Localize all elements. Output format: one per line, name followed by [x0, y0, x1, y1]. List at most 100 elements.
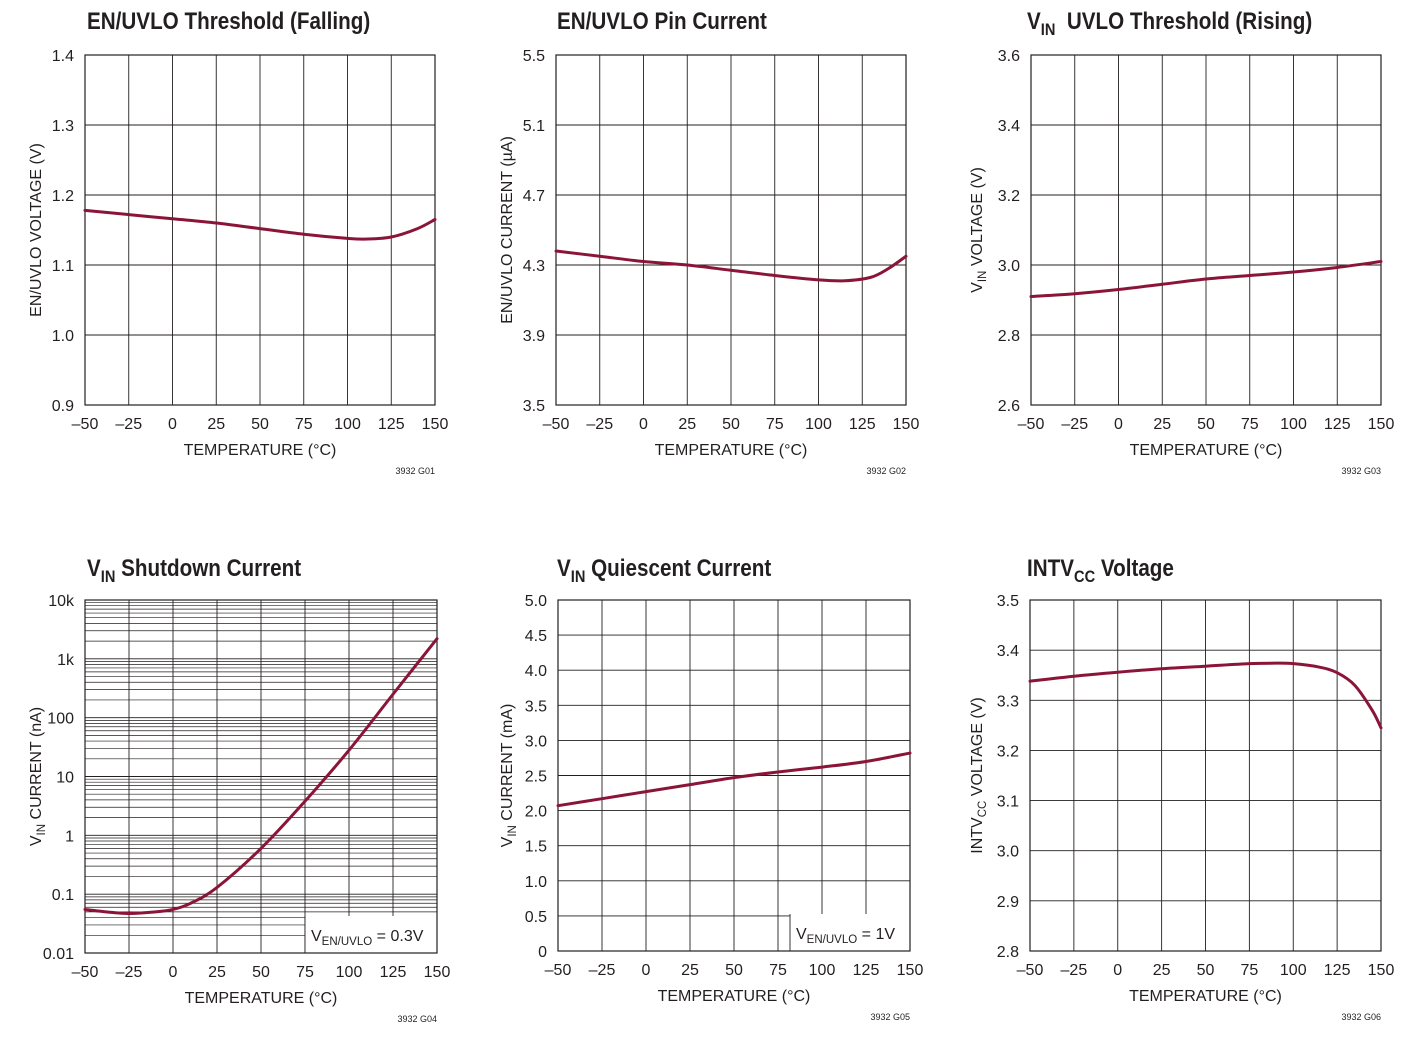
- grid: [555, 54, 907, 406]
- y-tick-label: 2.0: [525, 804, 547, 821]
- y-tick-label: 2.9: [997, 894, 1019, 911]
- line-chart: VEN/UVLO = 0.3V 0.01 0.1 1 10 100 1k 10k –50 –25 0…: [28, 593, 451, 1024]
- y-tick-label: 1.2: [52, 188, 74, 205]
- chart-panel-intvcc-voltage: INTVCC Voltage 2.8 2.9 3.0 3.1 3.2 3.3 3.4 3.5 –…: [940, 547, 1410, 1056]
- x-tick-label: 125: [853, 962, 880, 979]
- x-tick-label: –25: [589, 962, 616, 979]
- x-tick-label: 0: [639, 416, 648, 433]
- x-tick-label: 25: [681, 962, 699, 979]
- annotation-label: VEN/UVLO = 0.3V: [311, 928, 424, 948]
- x-tick-label: 100: [1280, 416, 1307, 433]
- x-axis-label: TEMPERATURE (°C): [1130, 442, 1283, 459]
- y-tick-label: 2.5: [525, 769, 547, 786]
- x-tick-label: 25: [208, 964, 226, 981]
- chart-panel-vin-shutdown-current: VIN Shutdown Current VEN/UVLO = 0.3V 0.01…: [0, 547, 470, 1056]
- x-tick-label: 150: [424, 964, 451, 981]
- x-tick-label: –50: [1018, 416, 1045, 433]
- y-tick-label: 1.1: [52, 258, 74, 275]
- y-tick-label: 10k: [48, 593, 75, 610]
- chart-title: VIN Shutdown Current: [87, 555, 302, 586]
- chart-title: INTVCC Voltage: [1027, 555, 1174, 586]
- x-tick-label: 125: [378, 416, 405, 433]
- x-axis-label: TEMPERATURE (°C): [658, 988, 811, 1005]
- figure-code: 3932 G01: [395, 466, 435, 476]
- x-tick-label: –50: [1017, 962, 1044, 979]
- x-axis-label: TEMPERATURE (°C): [1129, 988, 1282, 1005]
- series-line: [1028, 661, 1383, 730]
- x-axis-label: TEMPERATURE (°C): [184, 442, 337, 459]
- plot-frame: [555, 54, 907, 406]
- x-tick-label: 125: [1324, 962, 1351, 979]
- annotation-box: [305, 916, 437, 953]
- series-line: [556, 751, 912, 808]
- chart-panel-en-uvlo-threshold-falling: EN/UVLO Threshold (Falling) 0.9 1.0 1.1 1.2…: [0, 0, 470, 509]
- y-tick-label: 5.1: [523, 118, 545, 135]
- y-tick-label: 4.5: [525, 628, 547, 645]
- x-tick-label: –25: [586, 416, 613, 433]
- y-tick-label: 4.7: [523, 188, 545, 205]
- chart-panel-vin-quiescent-current: VIN Quiescent Current VEN/UVLO = 1V 0 0.5 1…: [470, 547, 940, 1056]
- x-tick-label: 75: [769, 962, 787, 979]
- x-tick-label: –50: [545, 962, 572, 979]
- y-axis-label: INTVCC VOLTAGE (V): [969, 697, 989, 854]
- y-tick-label: 3.5: [525, 698, 547, 715]
- y-tick-label: 4.0: [525, 663, 547, 680]
- y-tick-label: 5.5: [523, 48, 545, 65]
- y-tick-label: 3.1: [997, 794, 1019, 811]
- series-line: [83, 208, 437, 241]
- grid: [557, 599, 911, 952]
- x-tick-label: 0: [1113, 962, 1122, 979]
- x-tick-label: 125: [1324, 416, 1351, 433]
- figure-code: 3932 G05: [870, 1012, 910, 1022]
- x-tick-label: 75: [1241, 416, 1259, 433]
- x-tick-label: 75: [1240, 962, 1258, 979]
- y-tick-label: 1.3: [52, 118, 74, 135]
- x-tick-label: 50: [725, 962, 743, 979]
- y-tick-label: 0.01: [43, 946, 74, 963]
- x-tick-label: 50: [1197, 962, 1215, 979]
- y-tick-label: 3.3: [997, 693, 1019, 710]
- y-tick-label: 3.0: [525, 733, 547, 750]
- y-tick-label: 4.3: [523, 258, 545, 275]
- figure-code: 3932 G02: [866, 466, 906, 476]
- x-tick-label: 0: [169, 964, 178, 981]
- figure-code: 3932 G04: [397, 1014, 437, 1024]
- x-axis-label: TEMPERATURE (°C): [185, 990, 338, 1007]
- line-chart: 0.9 1.0 1.1 1.2 1.3 1.4 –50 –25 0 25 50 75 100 125 150…: [28, 48, 448, 476]
- plot-frame: [84, 54, 436, 406]
- x-tick-label: 50: [1197, 416, 1215, 433]
- x-tick-label: 100: [334, 416, 361, 433]
- y-tick-label: 1.0: [52, 328, 74, 345]
- y-tick-label: 3.4: [997, 643, 1019, 660]
- chart-title: EN/UVLO Threshold (Falling): [87, 8, 371, 35]
- y-tick-label: 1.4: [52, 48, 74, 65]
- plot-frame: [1030, 54, 1382, 406]
- x-tick-label: –50: [543, 416, 570, 433]
- x-tick-label: –50: [72, 416, 99, 433]
- y-tick-label: 5.0: [525, 593, 547, 610]
- x-tick-label: 0: [1114, 416, 1123, 433]
- y-axis-label: VIN VOLTAGE (V): [969, 167, 989, 293]
- chart-panel-vin-uvlo-threshold-rising: VIN UVLO Threshold (Rising) 2.6 2.8 3.0 3.2…: [940, 0, 1410, 509]
- chart-panel-en-uvlo-pin-current: EN/UVLO Pin Current 3.5 3.9 4.3 4.7 5.1 5.5 –5…: [470, 0, 940, 509]
- x-tick-label: 100: [336, 964, 363, 981]
- plot-frame: [84, 599, 438, 954]
- series-line: [83, 637, 439, 915]
- series-line: [1029, 260, 1383, 298]
- annotation-label: VEN/UVLO = 1V: [796, 926, 895, 946]
- y-tick-label: 1k: [57, 652, 75, 669]
- y-tick-label: 2.8: [997, 944, 1019, 961]
- x-tick-label: 75: [296, 964, 314, 981]
- grid: [1029, 599, 1382, 952]
- x-tick-label: 150: [893, 416, 920, 433]
- line-chart: 3.5 3.9 4.3 4.7 5.1 5.5 –50 –25 0 25 50 75 100 125 150…: [499, 48, 920, 476]
- chart-title: VIN Quiescent Current: [557, 555, 772, 586]
- y-tick-label: 2.8: [998, 328, 1020, 345]
- y-tick-label: 3.0: [998, 258, 1020, 275]
- y-tick-label: 0.1: [52, 887, 74, 904]
- y-tick-label: 100: [47, 711, 74, 728]
- x-tick-label: –25: [115, 416, 142, 433]
- y-tick-label: 0: [538, 944, 547, 961]
- x-tick-label: –25: [116, 964, 143, 981]
- y-axis-label: VIN CURRENT (nA): [28, 707, 48, 846]
